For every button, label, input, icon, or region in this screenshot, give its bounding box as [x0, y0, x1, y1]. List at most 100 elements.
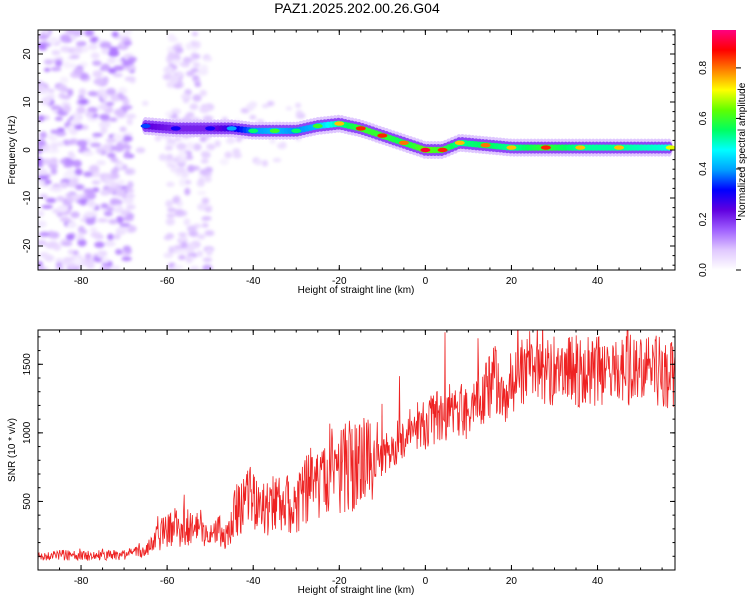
heatmap-cell	[69, 118, 81, 125]
heatmap-cell	[100, 126, 108, 135]
spectrogram-heatmap	[38, 30, 675, 270]
heatmap-cell	[55, 258, 64, 263]
heatmap-cell	[172, 196, 180, 204]
heatmap-cell	[194, 82, 202, 88]
heatmap-cell	[285, 106, 293, 111]
x-tick-label: 20	[506, 576, 518, 587]
heatmap-cell	[43, 30, 50, 35]
heatmap-cell	[78, 72, 89, 80]
heatmap-cell	[113, 233, 121, 240]
heatmap-cell	[158, 153, 167, 161]
heatmap-cell	[249, 115, 257, 120]
heatmap-cell	[74, 123, 84, 130]
heatmap-cell	[191, 31, 199, 37]
heatmap-cell	[199, 136, 207, 143]
colorbar-ticks: 0.0 0.2 0.4 0.6 0.8	[698, 61, 741, 277]
heatmap-cell	[101, 63, 111, 72]
x-tick-label: 20	[506, 276, 518, 287]
heatmap-cell	[88, 43, 98, 51]
ridge-peak	[140, 123, 151, 129]
heatmap-cell	[165, 153, 174, 161]
heatmap-cell	[99, 250, 107, 256]
heatmap-cell	[72, 112, 81, 119]
heatmap-cell	[67, 47, 77, 54]
heatmap-cell	[73, 67, 84, 75]
heatmap-cell	[185, 42, 193, 51]
heatmap-cell	[67, 249, 75, 255]
heatmap-cell	[39, 178, 46, 187]
colorbar-tick-label: 0.4	[698, 162, 709, 176]
heatmap-cell	[189, 265, 200, 270]
heatmap-cell	[186, 225, 197, 233]
heatmap-cell	[64, 159, 75, 166]
ridge-peak	[205, 126, 216, 131]
heatmap-cell	[51, 49, 61, 56]
heatmap-cell	[54, 116, 63, 121]
heatmap-cell	[61, 241, 73, 247]
heatmap-cell	[84, 211, 97, 218]
heatmap-cell	[121, 256, 132, 262]
heatmap-cell	[60, 181, 68, 189]
heatmap-cell	[62, 257, 74, 263]
heatmap-cell	[92, 60, 102, 66]
heatmap-cell	[113, 144, 125, 152]
heatmap-cell	[103, 211, 113, 217]
y-tick-label: 10	[22, 96, 33, 108]
top-y-axis-ticks: -20 -10 0 10 20	[22, 34, 675, 266]
heatmap-cell	[96, 147, 103, 154]
heatmap-cell	[116, 179, 126, 186]
heatmap-cell	[93, 78, 104, 85]
heatmap-cell	[225, 137, 236, 144]
heatmap-cell	[78, 98, 89, 105]
heatmap-cell	[254, 158, 262, 166]
heatmap-cell	[180, 151, 188, 159]
ridge-peak	[575, 145, 586, 150]
heatmap-cell	[165, 142, 176, 148]
heatmap-cell	[73, 257, 82, 266]
heatmap-cell	[124, 144, 132, 150]
heatmap-cell	[261, 159, 269, 167]
heatmap-cell	[176, 142, 187, 151]
colorbar-tick-label: 0.8	[698, 61, 709, 75]
y-tick-label: -20	[22, 238, 33, 253]
heatmap-cell	[107, 187, 115, 194]
heatmap-cell	[74, 168, 83, 176]
heatmap-cell	[124, 150, 131, 158]
heatmap-cell	[44, 67, 51, 72]
colorbar	[712, 30, 736, 270]
heatmap-cell	[163, 66, 174, 74]
heatmap-cell	[122, 245, 132, 253]
heatmap-cell	[165, 217, 176, 226]
heatmap-cell	[100, 203, 109, 209]
heatmap-cell	[38, 175, 49, 180]
y-tick-label: 1000	[22, 421, 33, 444]
heatmap-cell	[192, 143, 202, 151]
heatmap-cell	[167, 207, 177, 213]
ridge-peak	[226, 126, 237, 131]
noise-blobs	[38, 30, 306, 270]
heatmap-cell	[119, 126, 127, 132]
heatmap-cell	[112, 133, 125, 141]
heatmap-cell	[50, 232, 59, 238]
heatmap-cell	[94, 241, 105, 249]
heatmap-cell	[38, 210, 45, 217]
heatmap-cell	[91, 180, 101, 185]
heatmap-cell	[86, 200, 96, 207]
colorbar-tick-label: 0.6	[698, 111, 709, 125]
heatmap-cell	[110, 168, 119, 175]
heatmap-cell	[69, 54, 80, 60]
heatmap-cell	[56, 84, 68, 92]
heatmap-cell	[50, 105, 63, 111]
chart-title: PAZ1.2025.202.00.26.G04	[274, 0, 440, 16]
heatmap-cell	[38, 42, 47, 48]
colorbar-tick-label: 0.0	[698, 263, 709, 277]
x-tick-label: -80	[74, 576, 89, 587]
heatmap-cell	[75, 41, 85, 47]
ridge-peak	[454, 140, 465, 145]
heatmap-cell	[101, 143, 112, 152]
heatmap-cell	[98, 121, 111, 128]
heatmap-cell	[56, 261, 63, 267]
heatmap-cell	[110, 156, 118, 163]
bottom-x-axis-ticks: -80 -60 -40 -20 0 20 40	[37, 330, 663, 587]
